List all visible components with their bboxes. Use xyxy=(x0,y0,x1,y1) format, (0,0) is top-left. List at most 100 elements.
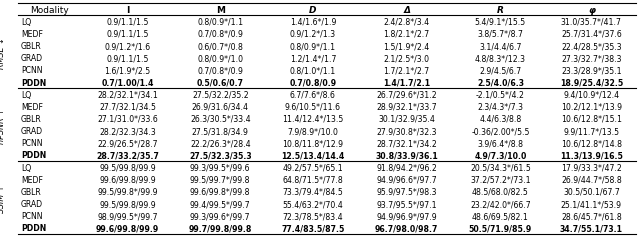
Text: 0.8/0.9*/1.1: 0.8/0.9*/1.1 xyxy=(197,18,243,27)
Text: LQ: LQ xyxy=(21,163,31,172)
Text: 18.9/25.4/32.5: 18.9/25.4/32.5 xyxy=(560,78,623,87)
Text: 12.5/13.4/14.4: 12.5/13.4/14.4 xyxy=(281,151,344,160)
Text: 30.5/50.1/67.7: 30.5/50.1/67.7 xyxy=(563,187,620,196)
Text: GRAD: GRAD xyxy=(21,127,43,136)
Text: 3.1/4.4/6.7: 3.1/4.4/6.7 xyxy=(479,42,522,51)
Text: 28.6/45.7*/61.8: 28.6/45.7*/61.8 xyxy=(561,212,621,220)
Text: 6.7/7.6*/8.6: 6.7/7.6*/8.6 xyxy=(290,90,336,99)
Text: 0.7/1.00/1.4: 0.7/1.00/1.4 xyxy=(101,78,154,87)
Text: GRAD: GRAD xyxy=(21,54,43,63)
Text: 37.2/57.2*/73.1: 37.2/57.2*/73.1 xyxy=(470,175,531,184)
Text: 4.9/7.3/10.0: 4.9/7.3/10.0 xyxy=(474,151,527,160)
Text: 99.3/99.6*/99.7: 99.3/99.6*/99.7 xyxy=(190,212,250,220)
Text: 28.9/32.1*/33.7: 28.9/32.1*/33.7 xyxy=(376,102,437,112)
Text: 0.5/0.6/0.7: 0.5/0.6/0.7 xyxy=(196,78,244,87)
Text: 99.3/99.5*/99.6: 99.3/99.5*/99.6 xyxy=(190,163,250,172)
Text: 26.3/30.5*/33.4: 26.3/30.5*/33.4 xyxy=(190,114,250,124)
Text: 99.5/99.8/99.9: 99.5/99.8/99.9 xyxy=(99,163,156,172)
Text: PDDN: PDDN xyxy=(21,78,46,87)
Text: GRAD: GRAD xyxy=(21,199,43,208)
Text: 23.3/28.9*/35.1: 23.3/28.9*/35.1 xyxy=(561,66,621,75)
Text: Δ: Δ xyxy=(403,6,410,15)
Text: φ: φ xyxy=(588,6,595,15)
Text: 0.9/1.1/1.5: 0.9/1.1/1.5 xyxy=(106,54,148,63)
Text: LQ: LQ xyxy=(21,18,31,27)
Text: 25.7/31.4*/37.6: 25.7/31.4*/37.6 xyxy=(561,30,621,39)
Text: 48.5/68.0/82.5: 48.5/68.0/82.5 xyxy=(472,187,529,196)
Text: 0.7/0.8/0.9: 0.7/0.8/0.9 xyxy=(289,78,337,87)
Text: 99.4/99.5*/99.7: 99.4/99.5*/99.7 xyxy=(190,199,250,208)
Text: 48.6/69.5/82.1: 48.6/69.5/82.1 xyxy=(472,212,529,220)
Text: LQ: LQ xyxy=(21,90,31,99)
Text: 10.8/11.8*/12.9: 10.8/11.8*/12.9 xyxy=(282,139,344,148)
Text: 3.8/5.7*/8.7: 3.8/5.7*/8.7 xyxy=(477,30,524,39)
Text: RMSE ↓: RMSE ↓ xyxy=(0,36,6,68)
Text: 0.9/1.1/1.5: 0.9/1.1/1.5 xyxy=(106,30,148,39)
Text: 22.2/26.3*/28.4: 22.2/26.3*/28.4 xyxy=(190,139,250,148)
Text: I: I xyxy=(126,6,129,15)
Text: 0.7/0.8*/0.9: 0.7/0.8*/0.9 xyxy=(197,66,243,75)
Text: 3.9/6.4*/8.8: 3.9/6.4*/8.8 xyxy=(477,139,524,148)
Text: -0.36/2.00*/5.5: -0.36/2.00*/5.5 xyxy=(471,127,529,136)
Text: 0.6/0.7*/0.8: 0.6/0.7*/0.8 xyxy=(197,42,243,51)
Text: 98.9/99.5*/99.7: 98.9/99.5*/99.7 xyxy=(97,212,158,220)
Text: 30.1/32.9/35.4: 30.1/32.9/35.4 xyxy=(378,114,435,124)
Text: 27.1/31.0*/33.6: 27.1/31.0*/33.6 xyxy=(97,114,158,124)
Text: -2.1/0.5*/4.2: -2.1/0.5*/4.2 xyxy=(476,90,525,99)
Text: 0.8/1.0*/1.1: 0.8/1.0*/1.1 xyxy=(290,66,336,75)
Text: 2.1/2.5*/3.0: 2.1/2.5*/3.0 xyxy=(383,54,429,63)
Text: 22.9/26.5*/28.7: 22.9/26.5*/28.7 xyxy=(97,139,158,148)
Text: 0.7/0.8*/0.9: 0.7/0.8*/0.9 xyxy=(197,30,243,39)
Text: 28.2/32.1*/34.1: 28.2/32.1*/34.1 xyxy=(97,90,158,99)
Text: 26.7/29.6*/31.2: 26.7/29.6*/31.2 xyxy=(376,90,437,99)
Text: 93.7/95.5*/97.1: 93.7/95.5*/97.1 xyxy=(376,199,437,208)
Text: SSIM ↑: SSIM ↑ xyxy=(0,184,6,212)
Text: 1.7/2.1*/2.7: 1.7/2.1*/2.7 xyxy=(383,66,429,75)
Text: 99.5/99.8*/99.9: 99.5/99.8*/99.9 xyxy=(97,187,158,196)
Text: 73.3/79.4*/84.5: 73.3/79.4*/84.5 xyxy=(282,187,343,196)
Text: 9.6/10.5*/11.6: 9.6/10.5*/11.6 xyxy=(285,102,341,112)
Text: 27.5/32.2/35.2: 27.5/32.2/35.2 xyxy=(192,90,248,99)
Text: R: R xyxy=(497,6,504,15)
Text: 99.6/99.8/99.9: 99.6/99.8/99.9 xyxy=(96,224,159,232)
Text: 1.4/1.6*/1.9: 1.4/1.6*/1.9 xyxy=(290,18,336,27)
Text: 1.5/1.9*/2.4: 1.5/1.9*/2.4 xyxy=(383,42,430,51)
Text: 27.3/32.7*/38.3: 27.3/32.7*/38.3 xyxy=(561,54,621,63)
Text: 28.7/33.2/35.7: 28.7/33.2/35.7 xyxy=(96,151,159,160)
Text: PCNN: PCNN xyxy=(21,212,42,220)
Text: 1.2/1.4*/1.7: 1.2/1.4*/1.7 xyxy=(290,54,336,63)
Text: 9.9/11.7*/13.5: 9.9/11.7*/13.5 xyxy=(563,127,620,136)
Text: 77.4/83.5/87.5: 77.4/83.5/87.5 xyxy=(281,224,344,232)
Text: 0.9/1.2*/1.3: 0.9/1.2*/1.3 xyxy=(290,30,336,39)
Text: PDDN: PDDN xyxy=(21,151,46,160)
Text: 28.7/32.1*/34.2: 28.7/32.1*/34.2 xyxy=(376,139,437,148)
Text: 99.6/99.8/99.9: 99.6/99.8/99.9 xyxy=(99,175,156,184)
Text: 99.7/99.8/99.8: 99.7/99.8/99.8 xyxy=(189,224,252,232)
Text: 99.5/99.7*/99.8: 99.5/99.7*/99.8 xyxy=(190,175,250,184)
Text: 1.6/1.9*/2.5: 1.6/1.9*/2.5 xyxy=(104,66,150,75)
Text: 94.9/96.9*/97.9: 94.9/96.9*/97.9 xyxy=(376,212,437,220)
Text: MEDF: MEDF xyxy=(21,175,43,184)
Text: 2.5/4.0/6.3: 2.5/4.0/6.3 xyxy=(477,78,524,87)
Text: 1.4/1.7/2.1: 1.4/1.7/2.1 xyxy=(383,78,430,87)
Text: 27.9/30.8*/32.3: 27.9/30.8*/32.3 xyxy=(376,127,437,136)
Text: 2.9/4.5/6.7: 2.9/4.5/6.7 xyxy=(479,66,522,75)
Text: 4.8/8.3*/12.3: 4.8/8.3*/12.3 xyxy=(475,54,526,63)
Text: 91.8/94.2*/96.2: 91.8/94.2*/96.2 xyxy=(376,163,437,172)
Text: 99.5/99.8/99.9: 99.5/99.8/99.9 xyxy=(99,199,156,208)
Text: 5.4/9.1*/15.5: 5.4/9.1*/15.5 xyxy=(475,18,526,27)
Text: 95.9/97.5*/98.3: 95.9/97.5*/98.3 xyxy=(376,187,437,196)
Text: M: M xyxy=(216,6,225,15)
Text: 50.5/71.9/85.9: 50.5/71.9/85.9 xyxy=(468,224,532,232)
Text: 28.2/32.3/34.3: 28.2/32.3/34.3 xyxy=(99,127,156,136)
Text: 1.8/2.1*/2.7: 1.8/2.1*/2.7 xyxy=(383,30,429,39)
Text: PCNN: PCNN xyxy=(21,66,42,75)
Text: PDDN: PDDN xyxy=(21,224,46,232)
Text: 31.0/35.7*/41.7: 31.0/35.7*/41.7 xyxy=(561,18,622,27)
Text: 0.8/0.9*/1.1: 0.8/0.9*/1.1 xyxy=(290,42,336,51)
Text: 34.7/55.1/73.1: 34.7/55.1/73.1 xyxy=(560,224,623,232)
Text: 2.4/2.8*/3.4: 2.4/2.8*/3.4 xyxy=(383,18,429,27)
Text: 9.4/10.9*/12.4: 9.4/10.9*/12.4 xyxy=(563,90,620,99)
Text: 27.5/31.8/34.9: 27.5/31.8/34.9 xyxy=(192,127,249,136)
Text: GBLR: GBLR xyxy=(21,42,42,51)
